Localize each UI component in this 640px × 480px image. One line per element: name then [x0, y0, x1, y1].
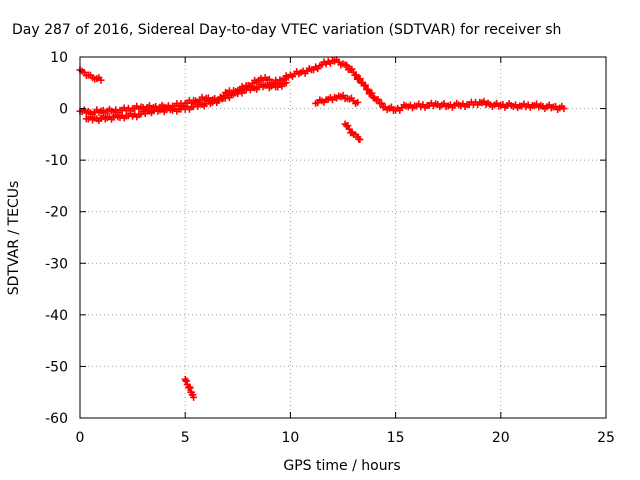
series-early-descending-segment: [76, 66, 105, 84]
grid-lines: [80, 57, 606, 418]
data-point: [374, 95, 382, 103]
series-drop-near-13h: [341, 120, 364, 144]
series-outlier-segment: [181, 375, 198, 401]
data-point: [343, 61, 351, 69]
data-point: [364, 85, 372, 93]
y-tick-label: -30: [45, 256, 68, 272]
x-tick-label: 0: [76, 430, 85, 446]
y-tick-label: -40: [45, 308, 68, 324]
data-point: [344, 122, 352, 130]
y-tick-label: -60: [45, 411, 68, 427]
series-lower-band: [82, 79, 290, 125]
axes: 0 5 10 15 20 25 10 0 -10 -20 -30 -40 -50 -60: [45, 50, 615, 446]
x-axis-label: GPS time / hours: [283, 458, 400, 474]
y-tick-label: -10: [45, 153, 68, 169]
x-tick-label: 5: [181, 430, 190, 446]
x-tick-label: 15: [387, 430, 405, 446]
data-point: [361, 81, 369, 89]
series-secondary-arc: [312, 91, 362, 107]
y-tick-label: 0: [59, 102, 68, 118]
y-axis-label: SDTVAR / TECUs: [6, 181, 22, 296]
data-point: [368, 89, 376, 97]
y-tick-label: -20: [45, 205, 68, 221]
chart-title: Day 287 of 2016, Sidereal Day-to-day VTE…: [12, 22, 561, 38]
data-point: [190, 393, 198, 401]
x-tick-label: 20: [492, 430, 510, 446]
data-point: [378, 99, 386, 107]
data-point: [265, 75, 273, 83]
data-point: [352, 71, 360, 79]
x-tick-label: 25: [597, 430, 615, 446]
data-point: [560, 105, 568, 113]
x-tick-label: 10: [281, 430, 299, 446]
data-point: [354, 98, 362, 106]
y-tick-label: -50: [45, 359, 68, 375]
y-tick-label: 10: [50, 50, 68, 66]
data-point: [356, 136, 364, 144]
data-points: [76, 56, 568, 401]
data-point: [282, 79, 290, 87]
data-point: [356, 75, 364, 83]
plot-frame: [79, 56, 607, 419]
data-point: [97, 76, 105, 84]
